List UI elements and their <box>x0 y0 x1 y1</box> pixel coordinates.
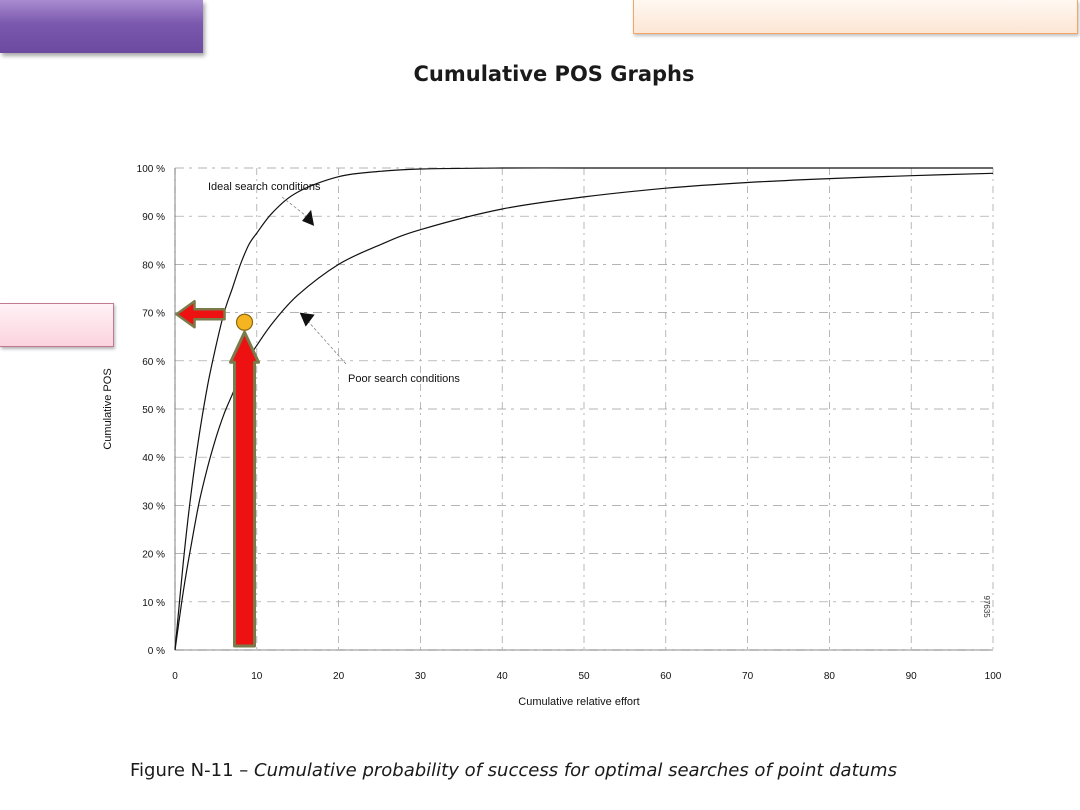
y-tick-label: 100 % <box>137 164 165 175</box>
y-tick-label: 0 % <box>148 646 165 657</box>
y-tick-label: 60 % <box>142 357 165 368</box>
y-tick-label: 30 % <box>142 501 165 512</box>
x-axis-label: Cumulative relative effort <box>518 696 639 708</box>
y-tick-label: 50 % <box>142 405 165 416</box>
y-axis-label: Cumulative POS <box>102 368 114 449</box>
slide-title: Cumulative POS Graphs <box>413 62 695 86</box>
y-tick-labels: 0 % 10 % 20 % 30 % 40 % 50 % 60 % 70 % 80 % 90 % 1… <box>137 164 165 657</box>
ideal-curve <box>174 167 993 651</box>
x-tick-label: 50 <box>578 671 590 682</box>
chart-annotations: Ideal search conditions Poor search condi… <box>208 181 460 385</box>
poor-curve <box>174 172 994 651</box>
caption-dash: – <box>233 760 254 781</box>
y-tick-label: 40 % <box>142 453 165 464</box>
x-tick-label: 80 <box>824 671 836 682</box>
red-left-arrow <box>175 299 226 329</box>
pink-label-box <box>0 303 114 347</box>
y-tick-label: 10 % <box>142 598 165 609</box>
caption-text: Cumulative probability of success for op… <box>254 760 897 781</box>
x-tick-label: 90 <box>906 671 918 682</box>
orange-header-box <box>633 0 1078 34</box>
highlight-point-marker <box>235 313 254 331</box>
red-up-arrow <box>229 330 261 648</box>
highlight-overlay <box>175 299 261 648</box>
y-tick-label: 70 % <box>142 309 165 320</box>
chart-curves <box>174 167 994 651</box>
chart-axes <box>174 168 993 651</box>
x-tick-label: 100 <box>985 671 1002 682</box>
x-tick-label: 70 <box>742 671 754 682</box>
x-tick-label: 0 <box>172 671 178 682</box>
figure-stamp: 97635 <box>982 595 991 618</box>
x-tick-label: 30 <box>415 671 427 682</box>
purple-title-tab <box>0 0 203 53</box>
annotation-ideal-arrowhead <box>302 209 315 226</box>
chart-grid <box>174 167 994 651</box>
x-tick-label: 10 <box>251 671 263 682</box>
annotation-ideal-label: Ideal search conditions <box>208 181 321 193</box>
y-tick-label: 90 % <box>142 212 165 223</box>
x-tick-labels: 0 10 20 30 40 50 60 70 80 90 100 <box>172 671 1002 682</box>
annotation-poor-arrowhead <box>299 312 315 327</box>
annotation-poor-leader <box>305 318 347 365</box>
x-tick-label: 20 <box>333 671 345 682</box>
annotation-poor-label: Poor search conditions <box>348 373 460 385</box>
figure-caption: Figure N-11 – Cumulative probability of … <box>130 760 897 781</box>
x-tick-label: 40 <box>497 671 509 682</box>
caption-prefix: Figure N-11 <box>130 760 234 781</box>
x-tick-label: 60 <box>660 671 672 682</box>
y-tick-label: 80 % <box>142 260 165 271</box>
y-tick-label: 20 % <box>142 550 165 561</box>
